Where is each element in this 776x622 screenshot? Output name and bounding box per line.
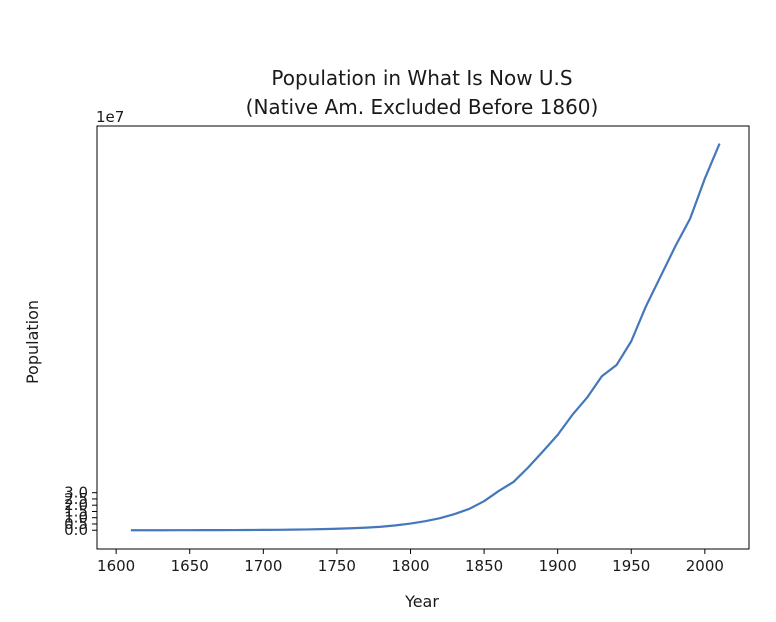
y-tick-label: 1.0 bbox=[64, 509, 88, 527]
x-tick-label: 1700 bbox=[244, 557, 282, 575]
y-tick-label: 2.0 bbox=[64, 496, 88, 514]
x-tick-label: 1800 bbox=[391, 557, 429, 575]
x-tick-label: 1950 bbox=[612, 557, 650, 575]
series-layer bbox=[130, 143, 721, 532]
x-axis-label: Year bbox=[404, 592, 439, 611]
x-tick-label: 2000 bbox=[686, 557, 724, 575]
y-tick-label: 0.5 bbox=[64, 515, 88, 533]
x-tick-label: 1750 bbox=[318, 557, 356, 575]
x-tick-label: 1650 bbox=[171, 557, 209, 575]
chart-title: Population in What Is Now U.S bbox=[271, 66, 572, 90]
y-tick-label: 3.0 bbox=[64, 484, 88, 502]
y-axis-label: Population bbox=[23, 300, 42, 384]
y-tick-label: 0.0 bbox=[64, 521, 88, 539]
chart-subtitle: (Native Am. Excluded Before 1860) bbox=[246, 95, 599, 119]
x-tick-label: 1900 bbox=[539, 557, 577, 575]
y-axis-offset-label: 1e7 bbox=[96, 108, 124, 126]
x-tick-label: 1850 bbox=[465, 557, 503, 575]
y-axis-ticks: 0.00.51.01.52.02.53.0 bbox=[64, 484, 97, 539]
plot-frame bbox=[96, 125, 750, 550]
x-tick-label: 1600 bbox=[97, 557, 135, 575]
x-axis-ticks: 1600 1650 1700 1750 1800 1850 1900 1950 2000 bbox=[97, 549, 724, 575]
y-tick-label: 2.5 bbox=[64, 490, 88, 508]
y-tick-label: 1.5 bbox=[64, 502, 88, 520]
population-series-line bbox=[130, 143, 721, 532]
